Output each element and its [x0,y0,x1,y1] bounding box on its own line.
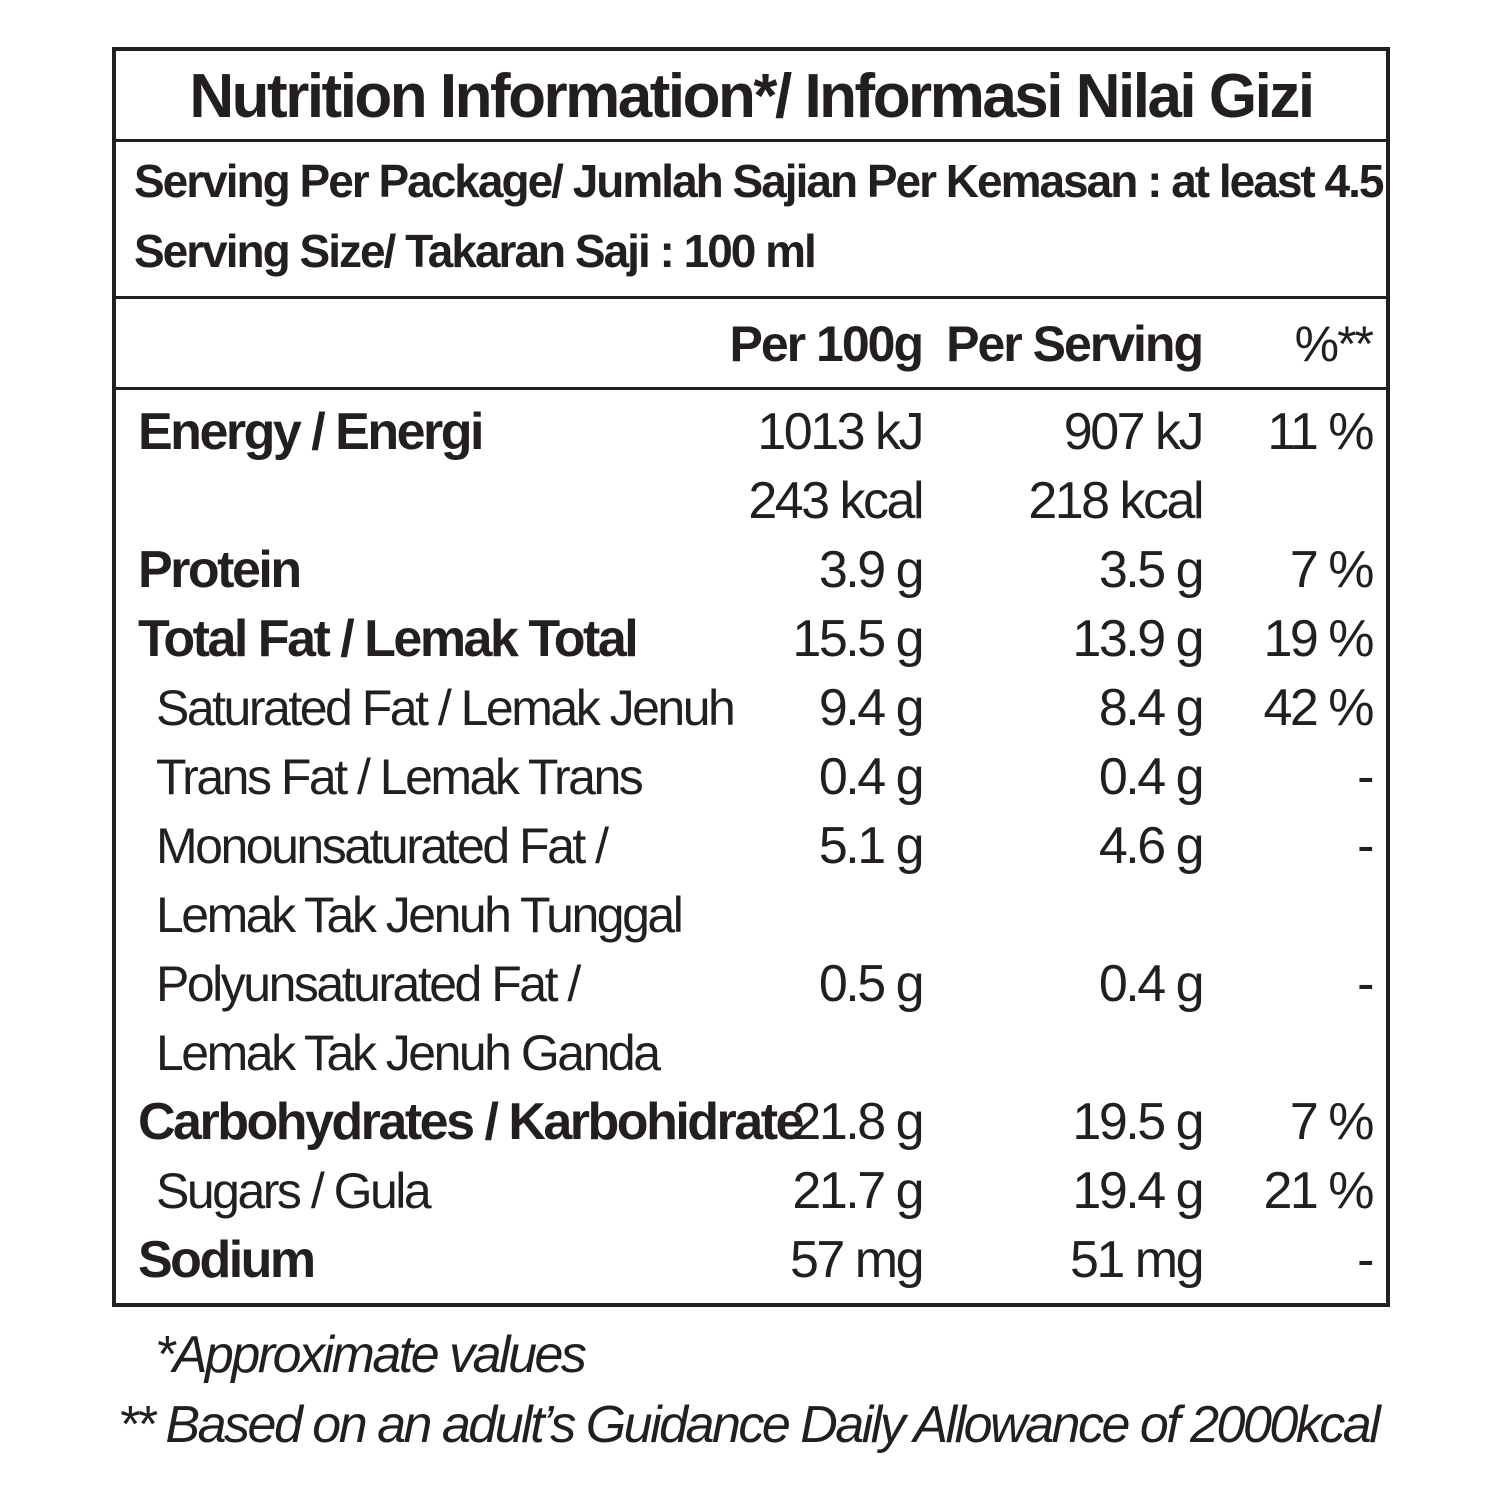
per-serving-value: 907 kJ [1063,403,1205,461]
table-row: Energy / Energi 1013 kJ 907 kJ 11 % [116,397,1386,467]
per-serving-value: 19.5 g [1072,1093,1204,1151]
per-serving-value: 4.6 g [1098,817,1205,875]
row-label: Protein [138,541,302,599]
row-label: Saturated Fat / Lemak Jenuh [156,680,736,736]
serving-per-package: Serving Per Package/ Jumlah Sajian Per K… [134,155,1384,207]
per-serving-value: 0.4 g [1098,955,1205,1013]
per-100g-value: 0.4 g [818,748,925,806]
header-divider [116,387,1386,390]
per-100g-value: 1013 kJ [757,403,924,461]
column-header-per-100g: Per 100g [729,316,924,372]
column-header-per-serving: Per Serving [946,316,1204,372]
percent-value: 7 % [1289,1093,1375,1151]
per-serving-value: 0.4 g [1098,748,1205,806]
table-row: Sugars / Gula 21.7 g 19.4 g 21 % [116,1156,1386,1226]
per-100g-value: 21.7 g [792,1162,924,1220]
percent-value: 19 % [1263,610,1374,668]
title-divider [116,139,1386,142]
percent-value: 42 % [1263,679,1374,737]
percent-value: - [1357,1231,1374,1289]
footnote-gda: ** Based on an adult’s Guidance Daily Al… [118,1396,1381,1454]
serving-divider [116,296,1386,299]
panel-title: Nutrition Information*/ Informasi Nilai … [189,62,1315,131]
column-header-percent: %** [1294,316,1374,372]
table-row: Lemak Tak Jenuh Ganda [116,1018,1386,1088]
percent-value: 7 % [1289,541,1375,599]
per-100g-value: 0.5 g [818,955,925,1013]
row-label: Polyunsaturated Fat / [156,956,581,1012]
table-row: Trans Fat / Lemak Trans 0.4 g 0.4 g - [116,742,1386,812]
row-label: Total Fat / Lemak Total [138,610,639,668]
per-serving-value: 218 kcal [1028,472,1204,530]
per-100g-value: 15.5 g [792,610,924,668]
row-label: Monounsaturated Fat / [156,818,609,874]
table-row: Carbohydrates / Karbohidrate 21.8 g 19.5… [116,1087,1386,1157]
table-row: Lemak Tak Jenuh Tunggal [116,880,1386,950]
table-row: Total Fat / Lemak Total 15.5 g 13.9 g 19… [116,604,1386,674]
percent-value: - [1357,748,1374,806]
table-row: Protein 3.9 g 3.5 g 7 % [116,535,1386,605]
row-label: Sodium [138,1231,316,1289]
per-serving-value: 3.5 g [1098,541,1205,599]
per-100g-value: 3.9 g [818,541,925,599]
table-row: Saturated Fat / Lemak Jenuh 9.4 g 8.4 g … [116,673,1386,743]
row-label: Carbohydrates / Karbohidrate [138,1093,804,1151]
percent-value: - [1357,955,1374,1013]
table-row: 243 kcal 218 kcal [116,466,1386,536]
row-label: Lemak Tak Jenuh Tunggal [156,887,684,943]
row-label: Lemak Tak Jenuh Ganda [156,1025,661,1081]
per-serving-value: 8.4 g [1098,679,1205,737]
serving-size: Serving Size/ Takaran Saji : 100 ml [134,225,817,277]
nutrition-panel: Nutrition Information*/ Informasi Nilai … [112,47,1390,1307]
row-label: Trans Fat / Lemak Trans [156,749,644,805]
per-100g-value: 57 mg [789,1231,925,1289]
row-label: Energy / Energi [138,403,484,461]
footnote-approximate: *Approximate values [155,1326,587,1384]
per-100g-value: 9.4 g [818,679,925,737]
row-label: Sugars / Gula [156,1163,432,1219]
table-row: Monounsaturated Fat / 5.1 g 4.6 g - [116,811,1386,881]
table-row: Sodium 57 mg 51 mg - [116,1225,1386,1295]
table-row: Polyunsaturated Fat / 0.5 g 0.4 g - [116,949,1386,1019]
per-serving-value: 13.9 g [1072,610,1204,668]
per-100g-value: 243 kcal [748,472,924,530]
percent-value: - [1357,817,1374,875]
percent-value: 21 % [1263,1162,1374,1220]
per-100g-value: 5.1 g [818,817,925,875]
per-serving-value: 19.4 g [1072,1162,1204,1220]
per-100g-value: 21.8 g [792,1093,924,1151]
percent-value: 11 % [1267,403,1374,461]
per-serving-value: 51 mg [1069,1231,1205,1289]
